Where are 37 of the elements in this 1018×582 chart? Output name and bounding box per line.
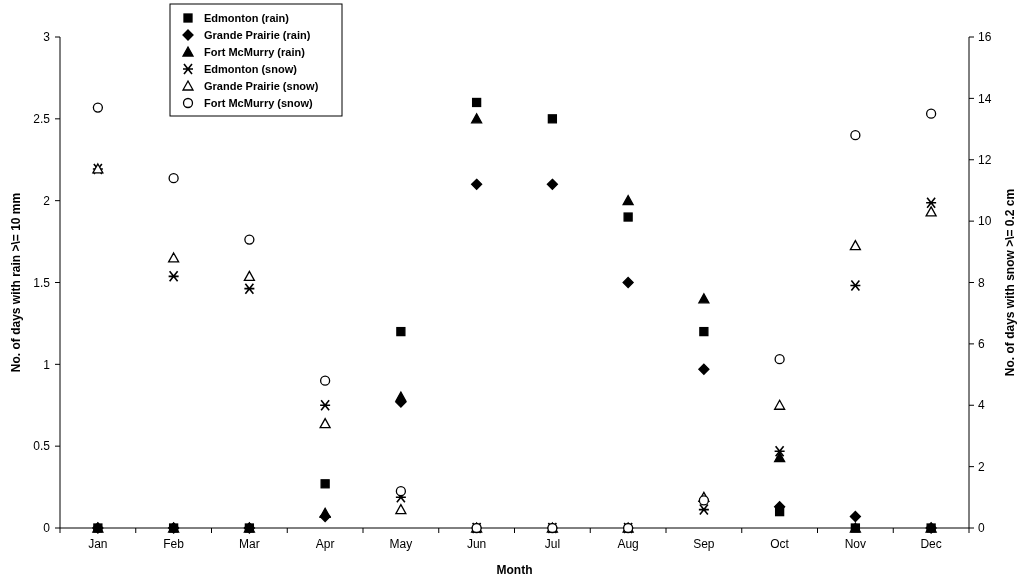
x-tick-label: Dec: [920, 537, 942, 551]
x-tick-label: Nov: [844, 537, 867, 551]
legend-label: Grande Prairie (snow): [204, 79, 319, 92]
y2-tick-label: 0: [978, 521, 985, 536]
x-tick-label: Feb: [163, 537, 185, 551]
x-tick-label: May: [389, 537, 413, 551]
x-tick-label: Sep: [693, 537, 715, 551]
y2-tick-label: 16: [978, 30, 992, 45]
y2-tick-label: 4: [978, 398, 985, 413]
x-tick-label: Oct: [770, 537, 790, 551]
y2-tick-label: 14: [978, 91, 992, 106]
y2-tick-label: 12: [978, 152, 992, 167]
y-tick-label: 0.5: [33, 439, 51, 454]
x-tick-label: Aug: [617, 537, 639, 551]
y2-tick-label: 10: [978, 214, 992, 229]
y-axis-title: No. of days with rain >\= 10 mm: [9, 192, 23, 373]
x-tick-label: Jul: [544, 537, 561, 551]
x-axis-title: Month: [496, 563, 533, 577]
legend-label: Grande Prairie (rain): [204, 28, 311, 41]
x-tick-label: Mar: [239, 537, 260, 551]
x-tick-label: Jun: [466, 537, 487, 551]
y2-axis-title: No. of days with snow >\= 0.2 cm: [1003, 188, 1017, 377]
legend-label: Edmonton (snow): [204, 62, 298, 75]
y2-tick-label: 6: [978, 337, 985, 352]
y-tick-label: 2.5: [33, 112, 51, 127]
y-tick-label: 3: [43, 30, 51, 45]
legend-label: Fort McMurry (snow): [204, 96, 314, 109]
y-tick-label: 2: [43, 193, 51, 208]
y-tick-label: 0: [43, 521, 51, 536]
x-tick-label: Apr: [315, 537, 335, 551]
y2-tick-label: 2: [978, 459, 985, 474]
y-tick-label: 1.5: [33, 275, 51, 290]
y-tick-label: 1: [43, 357, 51, 372]
legend-label: Fort McMurry (rain): [204, 45, 306, 58]
x-tick-label: Jan: [88, 537, 108, 551]
legend-label: Edmonton (rain): [204, 11, 290, 24]
y2-tick-label: 8: [978, 275, 985, 290]
